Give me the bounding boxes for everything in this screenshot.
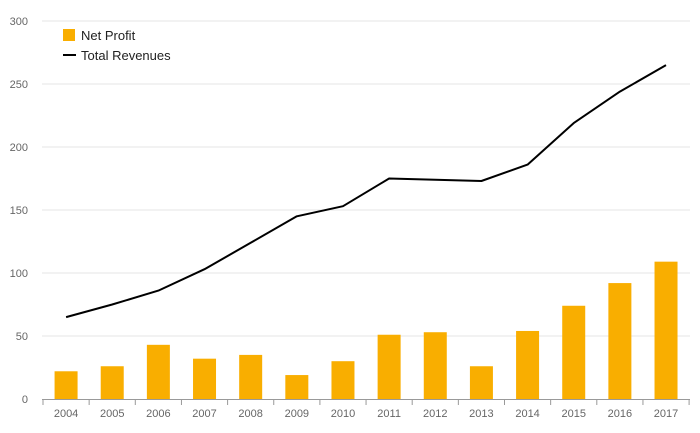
x-tick-label: 2017 <box>654 408 678 420</box>
y-tick-label: 100 <box>10 268 28 280</box>
x-axis: 2004 2005 2006 2007 2008 2009 2010 2011 2012 2013… <box>42 399 690 420</box>
x-tick-label: 2012 <box>423 408 447 420</box>
bar <box>100 366 124 399</box>
y-tick-label: 150 <box>10 205 28 217</box>
bar <box>239 354 263 399</box>
bar <box>608 283 632 399</box>
y-tick-label: 250 <box>10 79 28 91</box>
y-tick-label: 0 <box>22 394 28 406</box>
y-tick-label: 300 <box>10 16 28 28</box>
bar <box>654 261 678 399</box>
x-tick-label: 2016 <box>608 408 632 420</box>
y-tick-label: 50 <box>16 331 28 343</box>
bar <box>469 366 493 399</box>
bar <box>146 344 170 399</box>
x-tick-label: 2009 <box>285 408 309 420</box>
y-tick-label: 200 <box>10 142 28 154</box>
legend-net-profit-swatch <box>63 29 75 41</box>
total-revenues-line <box>65 64 667 319</box>
gridlines <box>42 20 690 337</box>
x-tick-label: 2014 <box>515 408 539 420</box>
bar <box>377 334 401 399</box>
bar <box>562 305 586 399</box>
legend: Net Profit Total Revenues <box>63 28 171 63</box>
x-tick-label: 2013 <box>469 408 493 420</box>
x-tick-label: 2004 <box>54 408 78 420</box>
legend-total-revenues-label: Total Revenues <box>81 48 171 63</box>
y-axis: 0 50 100 150 200 250 300 <box>10 16 28 406</box>
bar <box>285 375 309 399</box>
x-tick-label: 2015 <box>561 408 585 420</box>
bar <box>54 371 78 399</box>
bar <box>516 330 540 399</box>
x-tick-label: 2010 <box>331 408 355 420</box>
bar <box>193 358 217 399</box>
x-tick-label: 2007 <box>192 408 216 420</box>
total-revenues-line-group <box>65 64 667 319</box>
legend-net-profit-label: Net Profit <box>81 28 136 43</box>
x-tick-label: 2008 <box>238 408 262 420</box>
x-tick-label: 2011 <box>377 408 401 420</box>
bar <box>423 332 447 399</box>
x-tick-label: 2006 <box>146 408 170 420</box>
x-tick-label: 2005 <box>100 408 124 420</box>
net-profit-bars <box>54 261 678 399</box>
bar <box>331 361 355 399</box>
